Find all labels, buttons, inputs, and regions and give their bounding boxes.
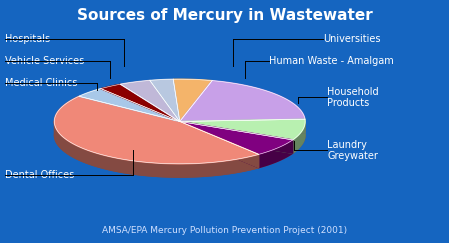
- Text: Human Waste - Amalgam: Human Waste - Amalgam: [269, 56, 394, 66]
- Text: Medical Clinics: Medical Clinics: [5, 78, 78, 88]
- Polygon shape: [180, 119, 305, 135]
- Polygon shape: [180, 122, 259, 168]
- Text: Household
Products: Household Products: [327, 87, 379, 108]
- Polygon shape: [180, 119, 305, 135]
- Text: Sources of Mercury in Wastewater: Sources of Mercury in Wastewater: [77, 8, 372, 23]
- Polygon shape: [150, 79, 180, 122]
- Text: Universities: Universities: [323, 34, 380, 44]
- Polygon shape: [293, 121, 305, 153]
- Polygon shape: [180, 122, 293, 154]
- Text: Vehicle Services: Vehicle Services: [5, 56, 84, 66]
- Polygon shape: [120, 80, 180, 122]
- Polygon shape: [180, 81, 305, 122]
- Polygon shape: [180, 119, 305, 140]
- Polygon shape: [180, 122, 293, 153]
- Text: Dental Offices: Dental Offices: [5, 170, 75, 180]
- Polygon shape: [54, 121, 259, 177]
- Polygon shape: [54, 96, 259, 164]
- Polygon shape: [173, 79, 212, 122]
- Polygon shape: [180, 122, 293, 153]
- Polygon shape: [54, 135, 305, 177]
- Polygon shape: [101, 84, 180, 122]
- Text: Hospitals: Hospitals: [5, 34, 50, 44]
- Polygon shape: [79, 89, 180, 122]
- Polygon shape: [259, 140, 293, 168]
- Polygon shape: [180, 122, 259, 168]
- Text: Laundry
Greywater: Laundry Greywater: [327, 140, 379, 161]
- Text: AMSA/EPA Mercury Pollution Prevention Project (2001): AMSA/EPA Mercury Pollution Prevention Pr…: [102, 226, 347, 235]
